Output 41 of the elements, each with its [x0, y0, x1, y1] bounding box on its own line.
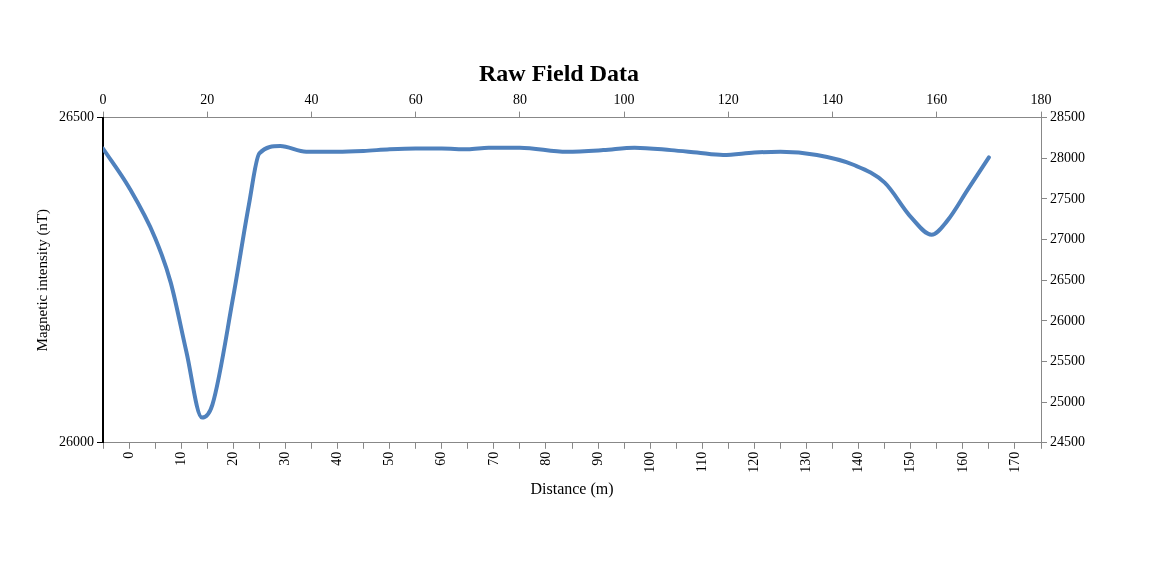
y2-tick-label: 28000: [1050, 149, 1085, 165]
y2-tick-label: 27500: [1050, 190, 1085, 206]
x-tick-label: 160: [926, 91, 948, 107]
x-tick-label: 60: [408, 91, 423, 107]
x2-tick-label: 80: [537, 451, 553, 466]
y2-tick-label: 24500: [1050, 434, 1085, 450]
x2-tick-label: 30: [277, 451, 293, 466]
line-series: [103, 144, 991, 420]
x2-tick-label: 10: [172, 451, 188, 466]
x2-tick-label: 120: [746, 451, 762, 473]
y2-tick-label: 28500: [1050, 109, 1085, 125]
x-tick-label: 180: [1030, 91, 1052, 107]
x-tick-label: 20: [200, 91, 215, 107]
x2-tick-label: 0: [120, 451, 136, 459]
y2-tick-label: 26500: [1050, 271, 1085, 287]
y-axis-title: Magnetic intensity (nT): [33, 208, 51, 352]
y2-tick-label: 25500: [1050, 353, 1085, 369]
x-tick-label: 100: [613, 91, 635, 107]
x-tick-label: 140: [822, 91, 844, 107]
x2-tick-label: 100: [641, 451, 657, 473]
x2-tick-label: 160: [954, 451, 970, 473]
x2-tick-label: 110: [693, 451, 709, 473]
x2-tick-label: 150: [902, 451, 918, 473]
x2-axis-title: Distance (m): [530, 479, 614, 498]
x2-tick-label: 70: [485, 451, 501, 466]
x-tick-label: 80: [512, 91, 527, 107]
x-tick-label: 40: [304, 91, 319, 107]
x2-tick-label: 60: [433, 451, 449, 466]
y2-tick-label: 25000: [1050, 393, 1085, 409]
x2-tick-label: 20: [224, 451, 240, 466]
x-tick-label: 120: [717, 91, 739, 107]
chart-title: Raw Field Data: [479, 59, 639, 86]
x2-tick-label: 140: [850, 451, 866, 473]
x-tick-label: 0: [99, 91, 107, 107]
y2-tick-label: 26000: [1050, 312, 1085, 328]
x2-tick-label: 170: [1006, 451, 1022, 473]
x2-tick-label: 90: [589, 451, 605, 466]
x2-tick-label: 50: [381, 451, 397, 466]
x2-tick-label: 40: [329, 451, 345, 466]
x2-tick-label: 130: [798, 451, 814, 473]
y2-tick-label: 27000: [1050, 231, 1085, 247]
